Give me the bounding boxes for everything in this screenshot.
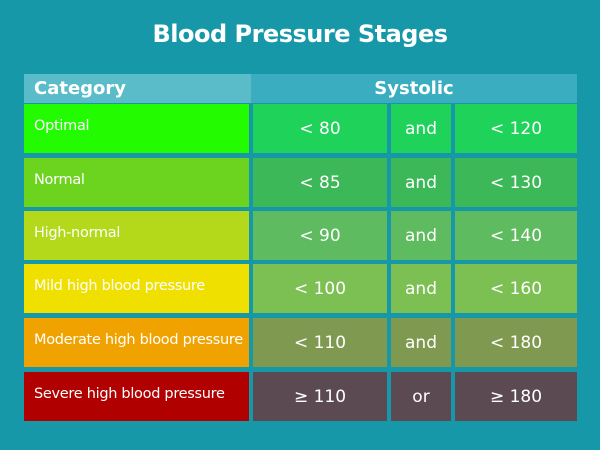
category-cell: High-normal	[24, 211, 249, 260]
value-cell: < 160	[455, 264, 577, 313]
title: Blood Pressure Stages	[152, 20, 448, 48]
joiner-cell: and	[391, 318, 451, 367]
header-cell: Category	[24, 74, 251, 103]
joiner-cell: and	[391, 264, 451, 313]
category-cell: Normal	[24, 158, 249, 207]
value-cell: < 120	[455, 104, 577, 153]
joiner-cell: and	[391, 211, 451, 260]
value-cell: < 85	[253, 158, 387, 207]
joiner-cell: or	[391, 372, 451, 421]
value-cell: < 80	[253, 104, 387, 153]
value-cell: < 130	[455, 158, 577, 207]
category-cell: Optimal	[24, 104, 249, 153]
header-cell: Systolic	[251, 74, 577, 103]
category-cell: Severe high blood pressure	[24, 372, 249, 421]
value-cell: ≥ 180	[455, 372, 577, 421]
joiner-cell: and	[391, 158, 451, 207]
value-cell: < 100	[253, 264, 387, 313]
value-cell: < 110	[253, 318, 387, 367]
category-cell: Mild high blood pressure	[24, 264, 249, 313]
value-cell: < 140	[455, 211, 577, 260]
category-cell: Moderate high blood pressure	[24, 318, 249, 367]
value-cell: < 180	[455, 318, 577, 367]
value-cell: ≥ 110	[253, 372, 387, 421]
joiner-cell: and	[391, 104, 451, 153]
value-cell: < 90	[253, 211, 387, 260]
